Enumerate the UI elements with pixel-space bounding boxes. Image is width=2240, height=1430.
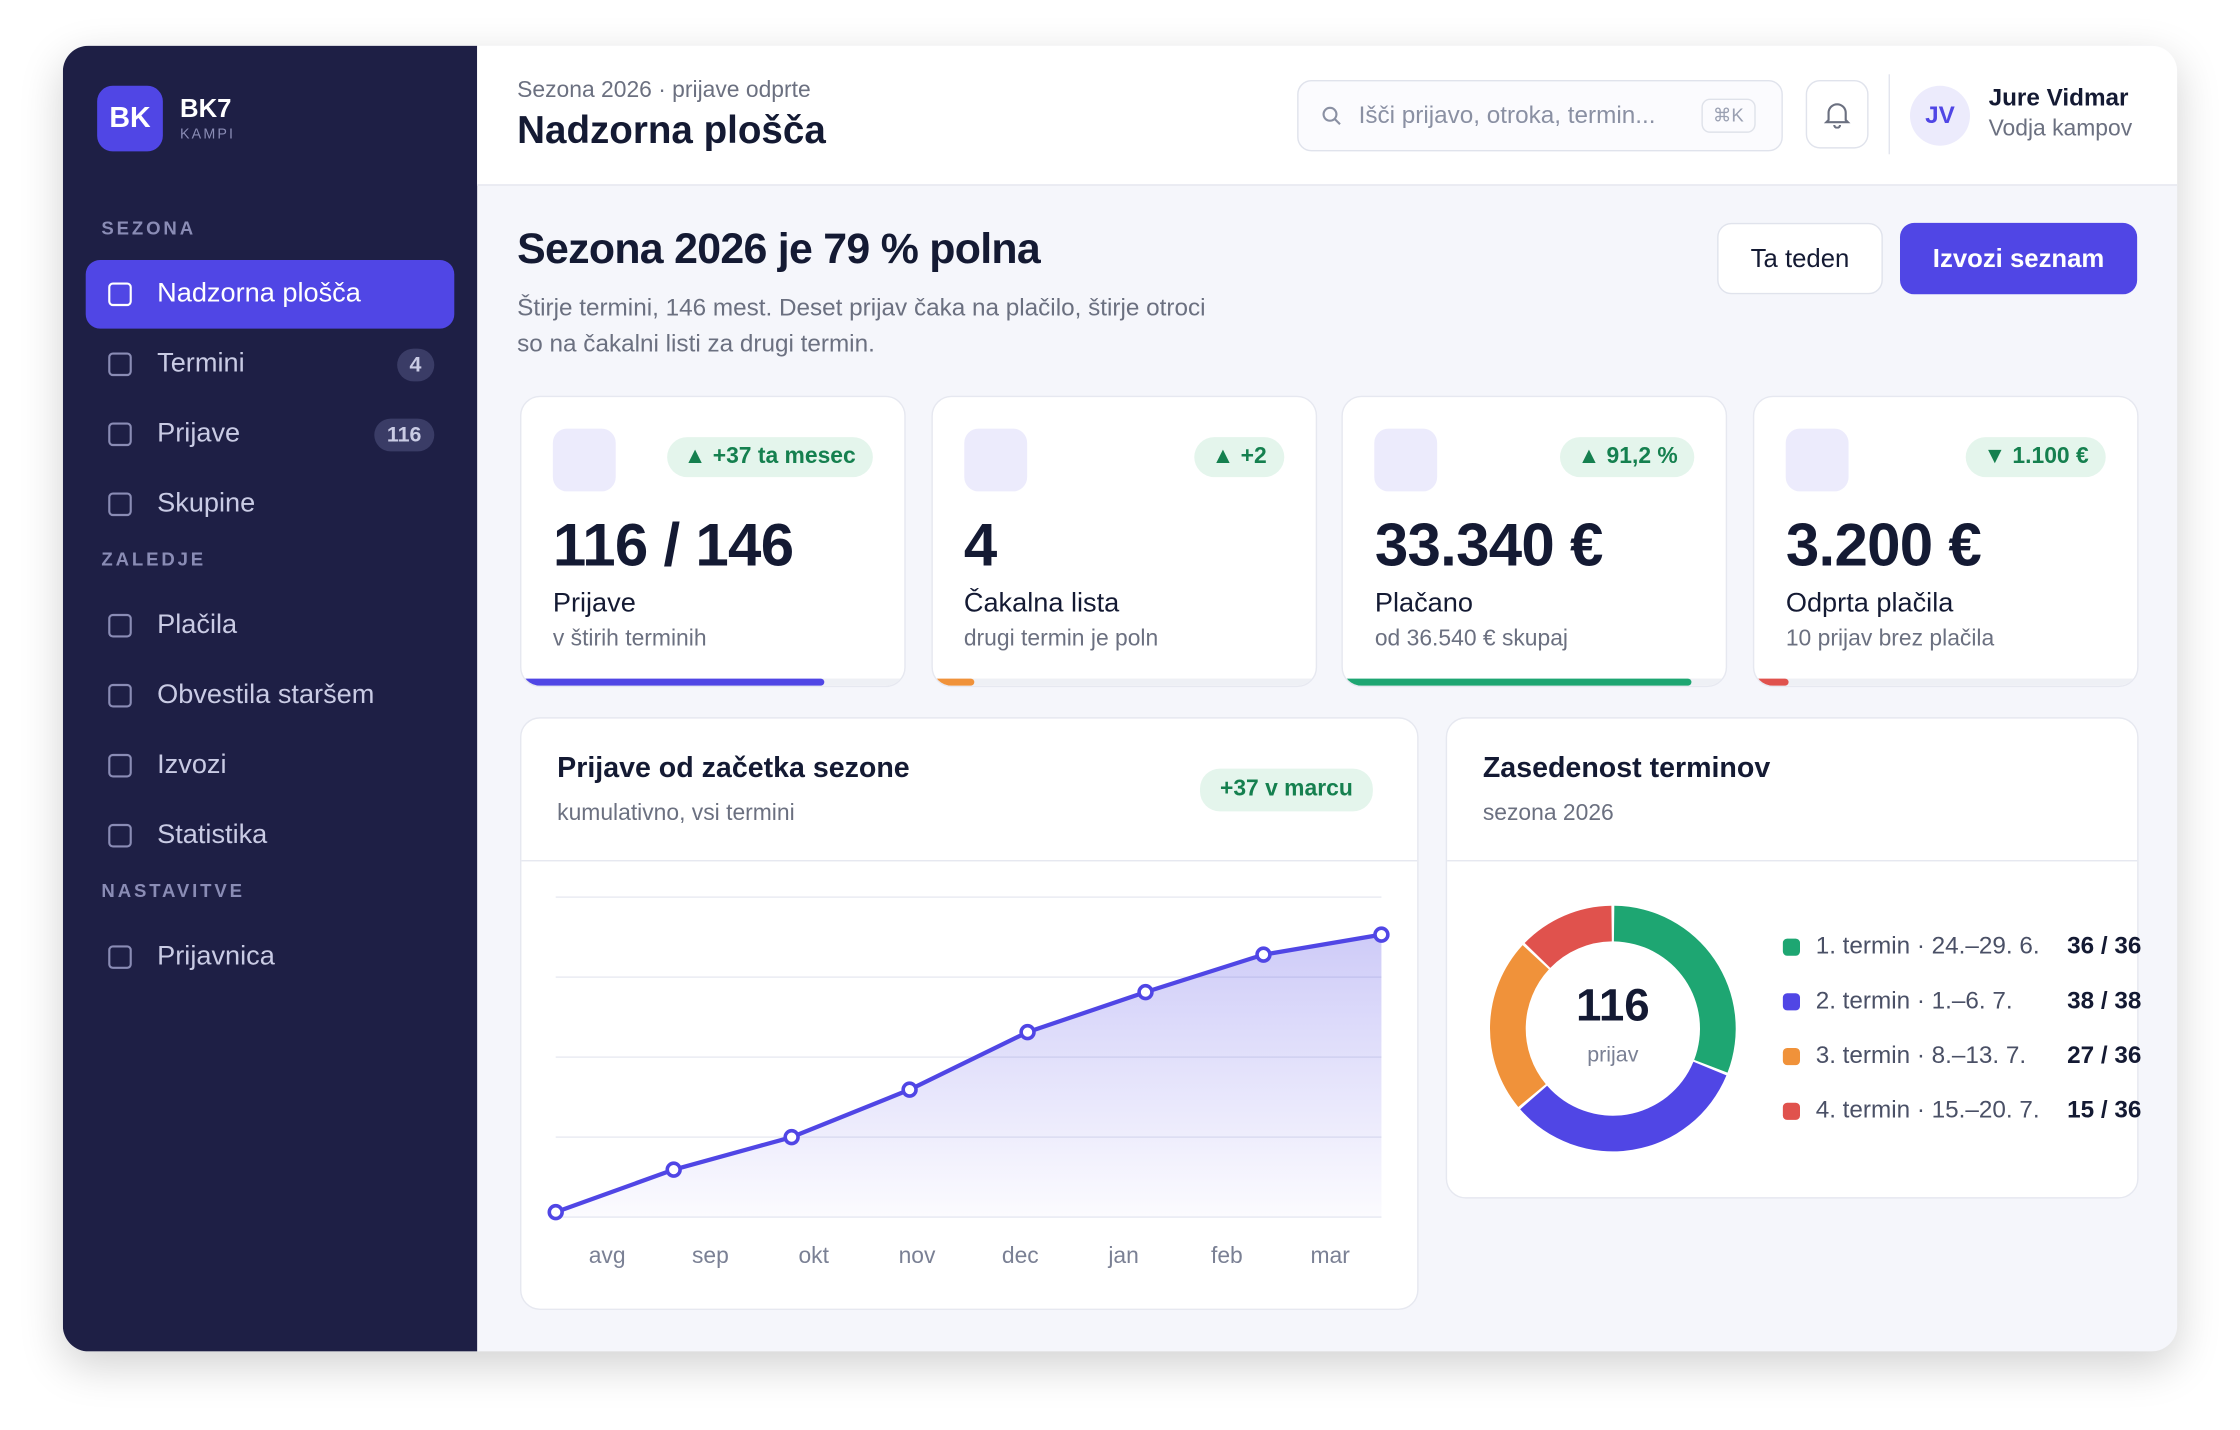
donut-card: Zasedenost terminov sezona 2026 xyxy=(1445,717,2139,1199)
kpi-note: drugi termin je poln xyxy=(963,627,1159,652)
nav-badge: 4 xyxy=(396,347,435,381)
nav-icon xyxy=(108,945,132,969)
kpi-card: ▼ 1.100 € 3.200 € Odprta plačila 10 prijav … xyxy=(1752,395,2139,688)
separator xyxy=(1447,859,2138,862)
user-name: Jure Vidmar xyxy=(1988,84,2129,112)
card-badge: +37 v marcu xyxy=(1199,768,1373,812)
nav-item[interactable]: Izvozi xyxy=(86,731,455,800)
page-title: Nadzorna plošča xyxy=(517,108,826,152)
kpi-label: Plačano xyxy=(1374,588,1473,619)
kpi-icon xyxy=(1785,428,1849,492)
nav-item[interactable]: Termini 4 xyxy=(86,330,455,399)
hero-text: Štirje termini, 146 mest. Deset prijav č… xyxy=(517,294,1206,358)
nav-item[interactable]: Statistika xyxy=(86,801,455,870)
nav-icon xyxy=(108,422,132,447)
kpi-label: Odprta plačila xyxy=(1785,588,1954,619)
nav-icon xyxy=(108,282,132,307)
divider xyxy=(1888,74,1890,155)
kpi-value: 33.340 € xyxy=(1374,511,1604,579)
shortcut-hint: ⌘K xyxy=(1701,98,1756,133)
kpi-icon xyxy=(552,428,616,492)
nav-label: Prijave xyxy=(157,418,241,449)
kpi-delta: ▲ +37 ta mesec xyxy=(666,437,873,478)
nav-label: Termini xyxy=(157,348,245,379)
nav-label: Prijavnica xyxy=(157,941,275,972)
user-role: Vodja kampov xyxy=(1988,117,2133,142)
hero-title: Sezona 2026 je 79 % polna xyxy=(517,225,1041,273)
kpi-progress xyxy=(1754,678,1789,686)
brand-logo: BK xyxy=(97,85,163,152)
nav-badge: 116 xyxy=(373,417,435,451)
period-button[interactable]: Ta teden xyxy=(1717,222,1883,295)
card-title: Zasedenost terminov xyxy=(1482,752,1771,785)
nav-item[interactable]: Nadzorna plošča xyxy=(85,259,455,329)
section-label: NASTAVITVE xyxy=(101,879,245,902)
kpi-track xyxy=(932,678,1316,686)
nav-label: Skupine xyxy=(157,488,256,519)
nav-icon xyxy=(108,352,132,377)
section-label: ZALEDJE xyxy=(101,548,207,570)
nav-item[interactable]: Prijavnica xyxy=(86,923,455,992)
kpi-delta: ▼ 1.100 € xyxy=(1966,437,2106,478)
kpi-value: 4 xyxy=(963,511,997,579)
sidebar: BK BK7 KAMPI SEZONA Nadzorna plošča Termin… xyxy=(62,45,478,1352)
search-placeholder: Išči prijavo, otroka, termin... xyxy=(1358,101,1656,129)
kpi-progress xyxy=(932,678,975,686)
nav-item[interactable]: Obvestila staršem xyxy=(86,661,455,730)
kpi-note: 10 prijav brez plačila xyxy=(1785,627,1995,652)
nav-item[interactable]: Prijave 116 xyxy=(86,400,455,469)
nav-icon xyxy=(108,683,132,708)
nav-label: Nadzorna plošča xyxy=(157,278,361,309)
kpi-icon xyxy=(1374,428,1438,492)
kpi-label: Prijave xyxy=(552,588,636,619)
export-button[interactable]: Izvozi seznam xyxy=(1899,222,2138,295)
notifications-button[interactable] xyxy=(1805,79,1869,149)
nav-icon xyxy=(108,492,132,517)
nav-icon xyxy=(108,613,132,638)
section-label: SEZONA xyxy=(101,217,196,239)
nav-item[interactable]: Skupine xyxy=(86,470,455,539)
line-card: Prijave od začetka sezone kumulativno, v… xyxy=(519,717,1419,1310)
separator xyxy=(521,859,1418,862)
top-bar: Sezona 2026 · prijave odprte Nadzorna pl… xyxy=(477,45,2178,186)
kpi-card: ▲ +37 ta mesec 116 / 146 Prijave v štirih t… xyxy=(519,395,906,688)
kpi-progress xyxy=(1343,678,1692,686)
app-window: BK BK7 KAMPI SEZONA Nadzorna plošča Termin… xyxy=(62,45,2178,1352)
kpi-track xyxy=(1754,678,2138,686)
kpi-delta: ▲ +2 xyxy=(1194,437,1284,478)
page-subtitle: Sezona 2026 · prijave odprte xyxy=(517,78,811,103)
avatar[interactable]: JV xyxy=(1909,85,1970,146)
kpi-delta: ▲ 91,2 % xyxy=(1560,437,1695,478)
kpi-icon xyxy=(963,428,1027,492)
nav-item[interactable]: Plačila xyxy=(86,591,455,660)
search-icon xyxy=(1322,106,1341,126)
nav-label: Plačila xyxy=(157,609,238,640)
search-box[interactable]: Išči prijavo, otroka, termin... ⌘K xyxy=(1297,79,1783,152)
kpi-note: v štirih terminih xyxy=(552,627,707,652)
kpi-progress xyxy=(521,678,824,686)
kpi-card: ▲ +2 4 Čakalna lista drugi termin je poln xyxy=(930,395,1317,688)
kpi-value: 116 / 146 xyxy=(552,511,794,579)
nav-label: Obvestila staršem xyxy=(157,679,375,710)
nav-icon xyxy=(108,753,132,778)
kpi-label: Čakalna lista xyxy=(963,588,1120,619)
kpi-value: 3.200 € xyxy=(1785,511,1982,579)
kpi-card: ▲ 91,2 % 33.340 € Plačano od 36.540 € skupa… xyxy=(1341,395,1728,688)
card-title: Prijave od začetka sezone xyxy=(557,752,910,785)
kpi-note: od 36.540 € skupaj xyxy=(1374,627,1569,652)
brand-tagline: KAMPI xyxy=(179,127,236,143)
nav-icon xyxy=(108,823,132,848)
brand-name: BK7 xyxy=(179,94,232,123)
nav-label: Izvozi xyxy=(157,749,227,780)
card-subtitle: sezona 2026 xyxy=(1482,801,1614,826)
card-subtitle: kumulativno, vsi termini xyxy=(557,801,795,826)
nav-label: Statistika xyxy=(157,819,268,850)
bell-icon xyxy=(1823,103,1851,129)
